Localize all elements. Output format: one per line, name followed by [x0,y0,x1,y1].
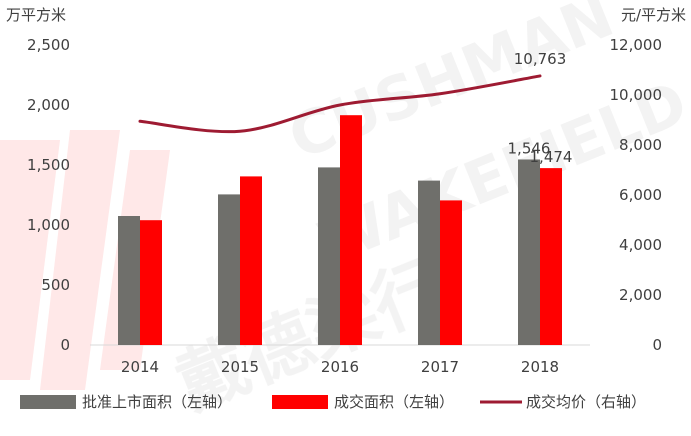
bar [240,176,262,345]
x-tick-label: 2017 [421,358,459,376]
left-tick-label: 1,500 [27,156,70,174]
bar [440,200,462,345]
bar [418,180,440,345]
bar [140,220,162,345]
right-tick-label: 2,000 [619,286,662,304]
bar [540,168,562,345]
right-tick-label: 12,000 [610,36,663,54]
left-tick-label: 500 [41,276,70,294]
bar [118,216,140,345]
bar [318,167,340,345]
left-axis-ticks: 0 500 1,000 1,500 2,000 2,500 [27,36,70,354]
left-tick-label: 0 [60,336,70,354]
line-series [138,74,542,134]
data-label: 1,546 [508,139,551,157]
bar [218,194,240,345]
data-label: 10,763 [514,50,567,68]
right-axis-ticks: 0 2,000 4,000 6,000 8,000 10,000 12,000 [610,36,663,354]
data-label: 1,474 [530,148,573,166]
x-tick-label: 2014 [121,358,159,376]
left-tick-label: 1,000 [27,216,70,234]
left-tick-label: 2,000 [27,96,70,114]
x-tick-label: 2016 [321,358,359,376]
legend: 批准上市面积（左轴） 成交面积（左轴） 成交均价（右轴） [20,393,646,411]
legend-label: 成交均价（右轴） [526,393,646,411]
bar [340,115,362,345]
x-tick-label: 2015 [221,358,259,376]
right-tick-label: 8,000 [619,136,662,154]
right-tick-label: 0 [652,336,662,354]
legend-swatch [20,395,76,409]
series-line [138,74,542,134]
left-tick-label: 2,500 [27,36,70,54]
legend-label: 批准上市面积（左轴） [82,393,232,411]
left-axis-unit: 万平方米 [6,6,66,24]
bars [118,115,562,345]
legend-swatch [272,395,328,409]
legend-label: 成交面积（左轴） [334,393,454,411]
right-tick-label: 4,000 [619,236,662,254]
right-tick-label: 6,000 [619,186,662,204]
x-tick-label: 2018 [521,358,559,376]
right-axis-unit: 元/平方米 [621,6,686,24]
x-axis-ticks: 2014 2015 2016 2017 2018 [121,358,559,376]
bar [518,159,540,345]
right-tick-label: 10,000 [610,86,663,104]
